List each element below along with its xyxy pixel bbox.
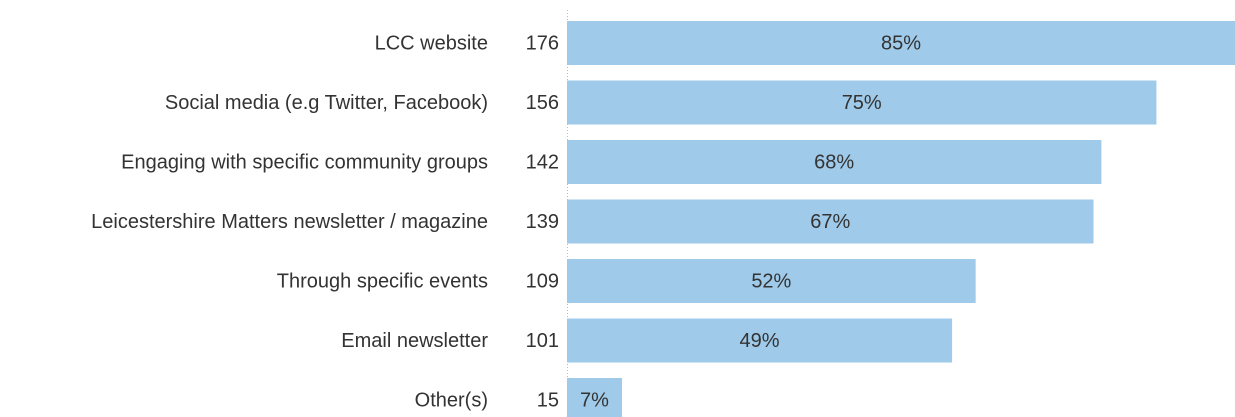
value-label: 7% <box>580 389 609 411</box>
value-label: 52% <box>751 270 791 292</box>
count-label: 15 <box>537 389 559 411</box>
count-label: 156 <box>526 92 559 114</box>
value-label: 85% <box>881 32 921 54</box>
count-label: 101 <box>526 330 559 352</box>
bar <box>567 21 1235 65</box>
count-label: 176 <box>526 32 559 54</box>
bar <box>567 80 1157 125</box>
category-label: Engaging with specific community groups <box>121 151 488 173</box>
bar <box>567 199 1094 244</box>
count-label: 109 <box>526 270 559 292</box>
value-label: 67% <box>810 211 850 233</box>
category-label: Other(s) <box>415 389 488 411</box>
bar <box>567 378 623 417</box>
value-label: 49% <box>740 330 780 352</box>
bar <box>567 140 1102 184</box>
category-label: Email newsletter <box>341 330 488 352</box>
category-label: Leicestershire Matters newsletter / maga… <box>91 211 488 233</box>
category-label: LCC website <box>375 32 488 54</box>
value-label: 75% <box>842 92 882 114</box>
count-label: 139 <box>526 211 559 233</box>
bar <box>567 318 953 363</box>
value-label: 68% <box>814 151 854 173</box>
category-label: Through specific events <box>277 270 488 292</box>
count-label: 142 <box>526 151 559 173</box>
bar <box>567 259 976 303</box>
category-label: Social media (e.g Twitter, Facebook) <box>165 92 488 114</box>
